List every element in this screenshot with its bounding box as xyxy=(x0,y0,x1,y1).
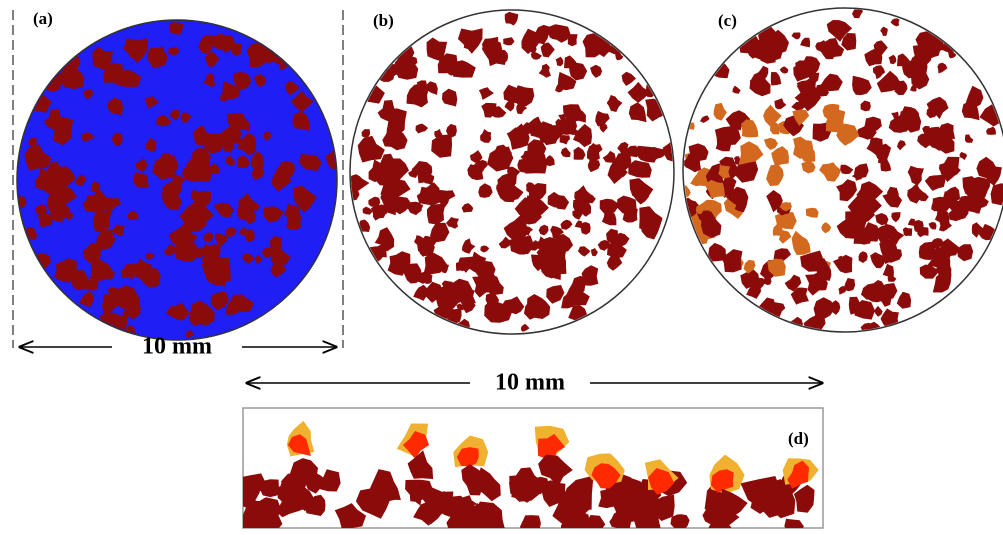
panel-label: (a) xyxy=(33,9,53,28)
particle xyxy=(245,229,255,242)
particle xyxy=(939,163,950,173)
page: (a) (b) (c) (d) 10 mm 10 mm (() => { con… xyxy=(0,0,1003,535)
particle xyxy=(670,514,689,531)
scale-label: 10 mm xyxy=(495,370,565,396)
scale-label: 10 mm xyxy=(142,334,212,360)
panel-label: (d) xyxy=(788,429,809,448)
panel-label: (c) xyxy=(718,11,737,30)
figure: (a) (b) (c) (d) 10 mm 10 mm xyxy=(0,0,1003,535)
particle xyxy=(903,227,913,236)
panel-label: (b) xyxy=(373,11,394,30)
